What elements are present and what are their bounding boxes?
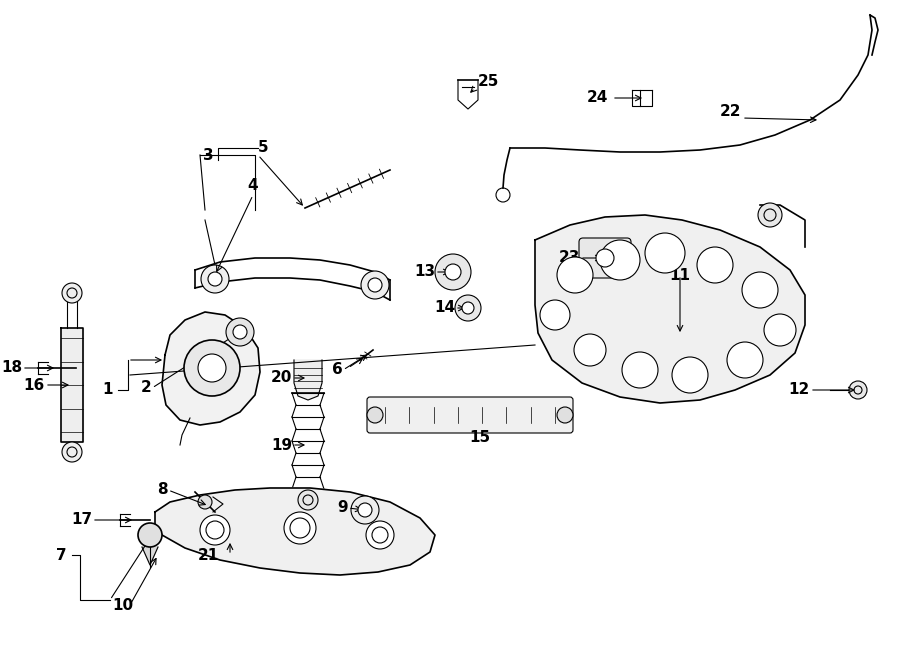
Polygon shape [155, 488, 435, 575]
Circle shape [849, 381, 867, 399]
Circle shape [368, 278, 382, 292]
Circle shape [366, 521, 394, 549]
Text: 14: 14 [434, 301, 455, 315]
Circle shape [596, 249, 614, 267]
Circle shape [540, 300, 570, 330]
Circle shape [557, 407, 573, 423]
Text: 22: 22 [720, 104, 742, 120]
Circle shape [62, 442, 82, 462]
Circle shape [672, 357, 708, 393]
Text: 2: 2 [141, 381, 152, 395]
Circle shape [138, 523, 162, 547]
Circle shape [697, 247, 733, 283]
Circle shape [361, 271, 389, 299]
Text: 18: 18 [1, 360, 22, 375]
Circle shape [200, 515, 230, 545]
Circle shape [445, 264, 461, 280]
Text: 10: 10 [112, 598, 133, 613]
Text: 3: 3 [202, 147, 213, 163]
Circle shape [201, 265, 229, 293]
Circle shape [358, 503, 372, 517]
Text: 20: 20 [271, 371, 292, 385]
FancyBboxPatch shape [367, 397, 573, 433]
Circle shape [233, 325, 247, 339]
Text: 9: 9 [338, 500, 348, 516]
Polygon shape [61, 328, 83, 442]
Circle shape [764, 314, 796, 346]
Polygon shape [294, 360, 322, 400]
Text: 11: 11 [670, 268, 690, 282]
Polygon shape [142, 547, 158, 565]
Circle shape [645, 233, 685, 273]
Text: 5: 5 [257, 141, 268, 155]
Text: 19: 19 [271, 438, 292, 453]
Text: 25: 25 [478, 75, 500, 89]
Circle shape [574, 334, 606, 366]
Polygon shape [535, 215, 805, 403]
Circle shape [600, 240, 640, 280]
Circle shape [351, 496, 379, 524]
Circle shape [455, 295, 481, 321]
Text: 17: 17 [71, 512, 92, 527]
Text: 23: 23 [559, 251, 580, 266]
Circle shape [435, 254, 471, 290]
Circle shape [184, 340, 240, 396]
Polygon shape [162, 312, 260, 425]
Circle shape [198, 495, 212, 509]
Circle shape [727, 342, 763, 378]
Text: 6: 6 [332, 362, 343, 377]
Circle shape [367, 407, 383, 423]
Text: 16: 16 [23, 377, 45, 393]
Text: 8: 8 [158, 483, 168, 498]
Circle shape [208, 272, 222, 286]
Circle shape [758, 203, 782, 227]
Text: 1: 1 [103, 383, 113, 397]
Circle shape [557, 257, 593, 293]
Circle shape [462, 302, 474, 314]
Circle shape [742, 272, 778, 308]
Circle shape [226, 318, 254, 346]
Text: 12: 12 [788, 383, 810, 397]
Circle shape [198, 354, 226, 382]
Circle shape [62, 283, 82, 303]
Text: 15: 15 [470, 430, 490, 446]
Text: 7: 7 [57, 547, 67, 563]
Circle shape [298, 490, 318, 510]
Text: 13: 13 [414, 264, 435, 280]
Text: 24: 24 [587, 91, 608, 106]
FancyBboxPatch shape [579, 238, 631, 278]
Circle shape [284, 512, 316, 544]
Circle shape [622, 352, 658, 388]
Text: 21: 21 [197, 547, 219, 563]
Text: 4: 4 [248, 178, 258, 192]
